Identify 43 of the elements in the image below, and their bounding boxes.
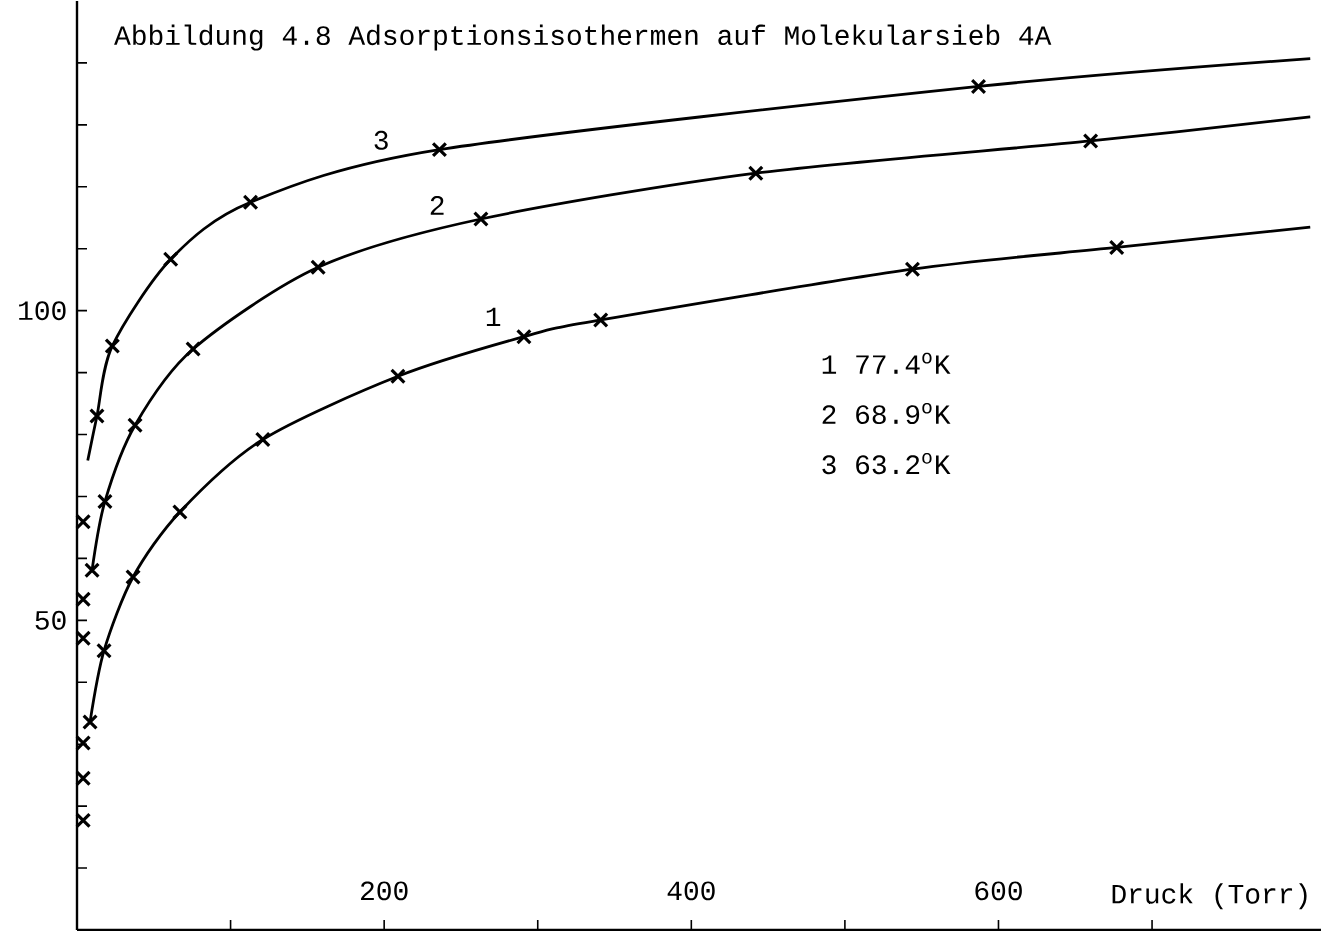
point: [75, 630, 92, 647]
x-tick-label: 200: [361, 881, 408, 901]
annotation: 1 77.4$^{o}$K: [822, 352, 951, 374]
point: [84, 562, 101, 579]
x-tick-label: 600: [975, 881, 1022, 901]
point: [747, 165, 764, 182]
point: [171, 503, 188, 520]
point: [390, 368, 406, 385]
y-tick-label: 100: [19, 301, 66, 321]
point: [96, 642, 112, 659]
point: [254, 431, 271, 448]
point: [75, 734, 92, 751]
point: [96, 493, 113, 510]
point: [515, 328, 532, 345]
point: [162, 251, 179, 268]
x-axis-title: Druck (Torr): [1112, 883, 1307, 910]
point: [970, 78, 987, 95]
annotation: 2: [430, 196, 444, 215]
point: [310, 259, 327, 276]
text: Abbildung 4.8 Adsorptionsisothermen auf Molekularsieb 4A: [114, 24, 1052, 51]
annotation: 1: [486, 307, 501, 327]
point: [1108, 239, 1125, 256]
point: [185, 341, 202, 358]
point: [75, 513, 92, 530]
point: [75, 770, 92, 787]
annotation: 3: [374, 130, 388, 150]
point: [431, 141, 448, 158]
point: [472, 211, 489, 227]
point: [242, 194, 259, 211]
point: [1082, 132, 1099, 149]
annotation: 2 68.9$^{o}$K: [822, 402, 951, 425]
point: [127, 417, 144, 434]
point: [89, 407, 105, 424]
point: [104, 338, 121, 354]
point: [592, 311, 609, 328]
point: [125, 569, 142, 585]
point: [82, 713, 99, 730]
annotation: 3 63.2$^{o}$K: [822, 453, 951, 475]
point: [75, 591, 92, 608]
point: [904, 261, 921, 278]
x-tick-label: 400: [667, 881, 715, 901]
y-tick-label: 50: [35, 610, 66, 630]
point: [75, 812, 92, 829]
